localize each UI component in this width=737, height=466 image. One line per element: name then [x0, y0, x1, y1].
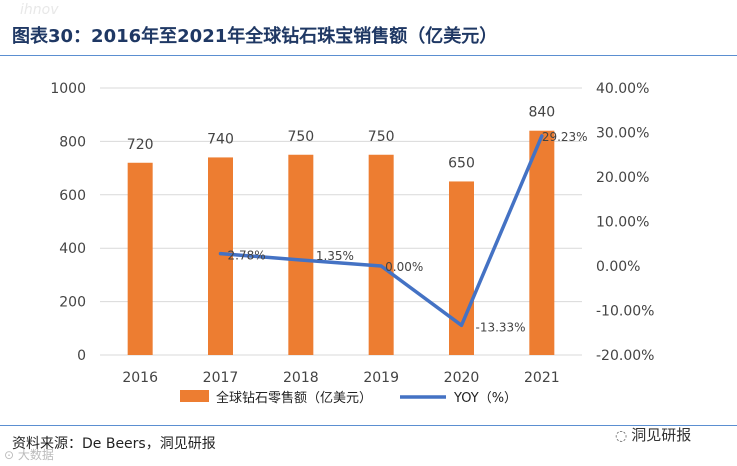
- bar-label-2020: 650: [448, 155, 475, 171]
- yoy-line-series: [218, 134, 544, 328]
- bar-2016: [127, 162, 153, 355]
- yoy-label-2019: 0.00%: [385, 260, 423, 274]
- bar-label-2021: 840: [528, 105, 555, 121]
- yoy-label-2017: 2.78%: [228, 249, 266, 263]
- yoy-point-2017: [219, 252, 222, 256]
- x-tick-label: 2019: [363, 370, 399, 386]
- x-tick-label: 2020: [444, 370, 480, 386]
- legend-bar-label: 全球钻石零售额（亿美元）: [216, 390, 372, 406]
- bar-2021: [529, 130, 555, 355]
- right-tick-label: 20.00%: [596, 170, 649, 186]
- yoy-label-2018: 1.35%: [316, 249, 354, 263]
- legend-line-label: YOY（%）: [453, 391, 517, 406]
- left-tick-label: 600: [59, 188, 86, 204]
- left-tick-label: 800: [59, 134, 86, 150]
- source-note: 资料来源：De Beers，洞见研报: [12, 436, 216, 452]
- legend-bar-swatch: [180, 390, 209, 402]
- x-axis-ticks: 2016 2017 2018 2019 2020 2021: [122, 370, 559, 386]
- wechat-icon: ◌: [615, 428, 628, 444]
- yoy-label-2021: 29.23%: [542, 130, 588, 144]
- x-tick-label: 2018: [283, 370, 319, 386]
- left-tick-label: 1000: [50, 81, 86, 97]
- x-tick-label: 2016: [122, 370, 158, 386]
- legend: 全球钻石零售额（亿美元） YOY（%）: [180, 390, 517, 406]
- watermark: ◌ 洞见研报: [615, 424, 691, 445]
- bar-label-2019: 750: [368, 129, 395, 145]
- right-axis-ticks: -20.00% -10.00% 0.00% 10.00% 20.00% 30.00% 40.…: [596, 81, 654, 364]
- yoy-point-2021: [540, 134, 544, 138]
- title-divider: [0, 55, 737, 56]
- chart-area: 720 740 750 750 650 840 2.78% 1.35% 0.00% -13.33…: [50, 81, 654, 406]
- bar-2017: [208, 157, 233, 355]
- left-axis-ticks: 0 200 400 600 800 1000: [50, 81, 86, 364]
- yoy-label-2020: -13.33%: [476, 320, 526, 334]
- right-tick-label: -10.00%: [596, 304, 654, 320]
- gridlines: [100, 87, 582, 356]
- yoy-value-labels: 2.78% 1.35% 0.00% -13.33% 29.23%: [228, 130, 588, 334]
- left-tick-label: 0: [77, 348, 86, 364]
- bar-label-2017: 740: [207, 131, 234, 147]
- watermark-text: 洞见研报: [631, 426, 692, 444]
- footer-divider: [0, 425, 737, 426]
- chart-title: 图表30：2016年至2021年全球钻石珠宝销售额（亿美元）: [12, 26, 498, 47]
- bar-2019: [368, 154, 394, 355]
- x-tick-label: 2017: [203, 370, 239, 386]
- bar-label-2018: 750: [287, 129, 314, 145]
- bar-series: [127, 130, 555, 355]
- faint-watermark: ihnov: [20, 2, 59, 18]
- right-tick-label: 40.00%: [596, 81, 649, 97]
- yoy-point-2019: [379, 264, 383, 268]
- bar-2018: [288, 154, 314, 355]
- yoy-point-2018: [299, 258, 303, 262]
- corner-mark: ⊙ 大数据: [4, 448, 54, 462]
- x-tick-label: 2021: [524, 370, 560, 386]
- left-tick-label: 400: [59, 241, 86, 257]
- yoy-point-2020: [460, 323, 463, 327]
- right-tick-label: 10.00%: [596, 215, 649, 231]
- bar-label-2016: 720: [127, 137, 154, 153]
- right-tick-label: 0.00%: [596, 259, 640, 275]
- left-tick-label: 200: [59, 295, 86, 311]
- bar-value-labels: 720 740 750 750 650 840: [127, 105, 555, 172]
- right-tick-label: 30.00%: [596, 126, 649, 142]
- right-tick-label: -20.00%: [596, 348, 654, 364]
- bar-2020: [449, 181, 474, 355]
